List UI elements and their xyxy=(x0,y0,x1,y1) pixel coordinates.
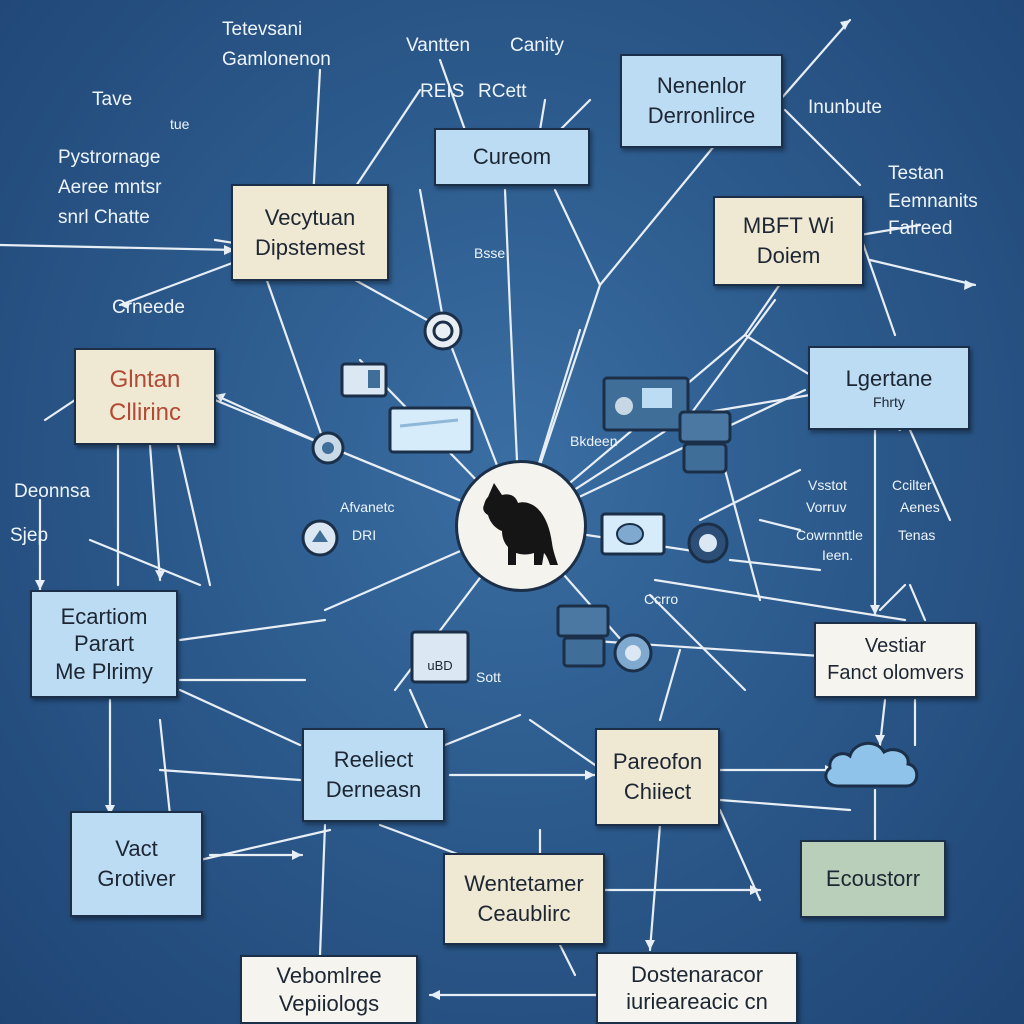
gear-icon-right xyxy=(687,522,729,564)
label-deonnsa: Deonnsa xyxy=(14,481,91,502)
box-ecoustorr: Ecoustorr xyxy=(800,840,946,918)
box-ecartiom-line-2: Parart xyxy=(74,631,134,657)
label-afvanetc: Afvanetc xyxy=(340,499,395,515)
box-vebomlree-line-1: Vebomlree xyxy=(276,963,382,988)
box-ecartiom: Ecartiom Parart Me Plrimy xyxy=(30,590,178,698)
cloud-icon xyxy=(824,741,919,788)
cat-silhouette-icon xyxy=(483,483,558,565)
label-aenes: Aenes xyxy=(900,499,940,515)
box-vact-line-1: Vact xyxy=(115,836,158,862)
box-dostenaracor: Dostenaracor iurieareacic cn xyxy=(596,952,798,1024)
box-glntan: Glntan Cllirinc xyxy=(74,348,216,445)
box-lgertane: Lgertane Fhrty xyxy=(808,346,970,430)
label-inunbute: Inunbute xyxy=(808,97,882,118)
label-tave: Tave xyxy=(92,89,133,110)
center-hub xyxy=(455,460,587,592)
box-wentetamer-line-2: Ceaublirc xyxy=(477,901,571,926)
label-ccrro: Ccrro xyxy=(644,591,679,607)
box-lgertane-line-1: Lgertane xyxy=(845,365,933,391)
box-nenenlor-line-2: Derronlirce xyxy=(647,103,756,128)
phone-icon xyxy=(613,633,653,673)
label-cowrnnttle: Cowrnnttle xyxy=(796,527,863,543)
label-pystrornage: Pystrornage xyxy=(58,147,161,168)
box-mbft-line-1: MBFT Wi xyxy=(742,213,835,239)
label-snrl-chatte: snrl Chatte xyxy=(58,207,150,228)
label-crneede: Crneede xyxy=(112,297,185,318)
box-nenenlor-line-1: Nenenlor xyxy=(656,73,747,99)
label-ccilter: Ccilter xyxy=(892,477,932,493)
box-cureom-line-1: Cureom xyxy=(472,144,552,170)
label-tenas: Tenas xyxy=(898,527,936,543)
box-nenenlor: Nenenlor Derronlirce xyxy=(620,54,783,148)
box-glntan-line-1: Glntan xyxy=(109,366,181,394)
box-pareofon-line-1: Pareofon xyxy=(612,749,703,775)
box-reeliect-line-2: Derneasn xyxy=(325,777,422,802)
label-vantten: Vantten xyxy=(406,35,471,56)
box-pareofon-line-2: Chiiect xyxy=(623,779,692,804)
label-tue: tue xyxy=(170,116,190,132)
device-stack-icon xyxy=(556,604,610,668)
tablet-icon xyxy=(388,406,474,454)
box-vebomlree: Vebomlree Vepiiologs xyxy=(240,955,418,1024)
lock-icon xyxy=(301,519,339,557)
label-sott: Sott xyxy=(476,669,501,685)
label-sjep: Sjep xyxy=(10,525,49,546)
box-reeliect: Reeliect Derneasn xyxy=(302,728,445,822)
box-lgertane-line-2: Fhrty xyxy=(873,394,905,411)
monitor-icon xyxy=(602,376,690,432)
box-vact: Vact Grotiver xyxy=(70,811,203,917)
box-cureom: Cureom xyxy=(434,128,590,186)
box-ecartiom-line-3: Me Plrimy xyxy=(55,658,153,684)
label-vorruv: Vorruv xyxy=(806,499,847,515)
box-vecytuan-line-2: Dipstemest xyxy=(254,234,366,260)
label-eemnanits: Eemnanits xyxy=(888,191,978,212)
label-bsse: Bsse xyxy=(474,245,506,261)
label-ieen: Ieen. xyxy=(822,547,854,563)
box-mbft: MBFT Wi Doiem xyxy=(713,196,864,286)
label-gamlonenon: Gamlonenon xyxy=(222,49,331,70)
laptop-icon: uBD xyxy=(410,630,470,684)
label-bkdeen: Bkdeen xyxy=(570,433,618,449)
box-dostenaracor-line-1: Dostenaracor xyxy=(630,961,764,987)
server-icon xyxy=(678,410,732,474)
box-glntan-line-2: Cllirinc xyxy=(109,398,181,426)
label-aeree-mntsr: Aeree mntsr xyxy=(58,177,162,198)
box-ecartiom-line-1: Ecartiom xyxy=(60,603,148,629)
box-pareofon: Pareofon Chiiect xyxy=(595,728,720,826)
label-dri: DRI xyxy=(352,527,377,543)
box-vact-line-2: Grotiver xyxy=(97,866,176,891)
box-ecoustorr-line-1: Ecoustorr xyxy=(825,866,921,892)
label-vsstot: Vsstot xyxy=(808,477,847,493)
monitor-text: uBD xyxy=(427,658,452,673)
printer-icon xyxy=(311,431,345,465)
box-vestiar-line-1: Vestiar xyxy=(864,635,927,657)
box-vecytuan: Vecytuan Dipstemest xyxy=(231,184,389,281)
device-icon-small xyxy=(340,362,388,398)
label-reis: REIS xyxy=(420,81,465,102)
box-wentetamer-line-1: Wentetamer xyxy=(464,871,584,897)
box-vebomlree-line-2: Vepiiologs xyxy=(278,990,380,1016)
box-mbft-line-2: Doiem xyxy=(756,243,821,268)
box-dostenaracor-line-2: iurieareacic cn xyxy=(626,989,768,1014)
label-rcett: RCett xyxy=(478,81,527,102)
box-wentetamer: Wentetamer Ceaublirc xyxy=(443,853,605,945)
box-vestiar-line-2: Fanct olomvers xyxy=(827,662,964,684)
gear-icon xyxy=(423,311,463,351)
label-canity: Canity xyxy=(510,35,564,56)
box-reeliect-line-1: Reeliect xyxy=(333,747,414,773)
camera-icon xyxy=(600,512,666,556)
label-falreed: Falreed xyxy=(888,218,953,239)
label-testan: Testan xyxy=(888,163,944,184)
label-tetevsani: Tetevsani xyxy=(222,19,303,40)
box-vestiar: Vestiar Fanct olomvers xyxy=(814,622,977,698)
box-vecytuan-line-1: Vecytuan xyxy=(264,204,356,230)
